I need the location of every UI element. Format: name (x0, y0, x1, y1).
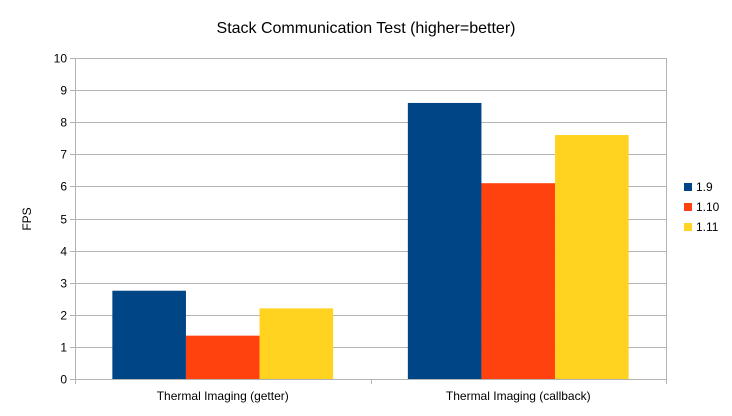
legend-label-1-10: 1.10 (696, 200, 720, 214)
y-tick-label: 2 (60, 309, 67, 323)
x-category-label: Thermal Imaging (getter) (157, 389, 289, 403)
legend-swatch-1-10 (684, 203, 692, 211)
y-tick-label: 4 (60, 245, 67, 259)
y-tick-label: 6 (60, 180, 67, 194)
chart-title: Stack Communication Test (higher=better) (217, 20, 516, 37)
legend: 1.9 1.10 1.11 (684, 180, 720, 234)
y-tick-label: 8 (60, 116, 67, 130)
y-tick-label: 10 (54, 52, 68, 66)
y-tick-label: 0 (60, 373, 67, 387)
bar-1-9-callback (407, 102, 482, 379)
y-tick-label: 3 (60, 277, 67, 291)
legend-swatch-1-9 (684, 183, 692, 191)
bar-1-10-callback (481, 183, 556, 379)
y-tick-label: 7 (60, 148, 67, 162)
y-tick-label: 5 (60, 213, 67, 227)
bar-1-11-callback (555, 135, 629, 379)
x-category-label: Thermal Imaging (callback) (446, 389, 591, 403)
tick-labels: 0 1 2 3 4 5 6 7 8 9 10 Thermal Imaging (getter) Ther… (54, 52, 591, 404)
axes (70, 58, 667, 384)
legend-swatch-1-11 (684, 223, 692, 231)
bars (112, 102, 629, 379)
y-tick-label: 1 (60, 341, 67, 355)
bar-1-11-getter (259, 308, 334, 379)
bar-1-9-getter (112, 290, 186, 379)
y-tick-label: 9 (60, 84, 67, 98)
bar-1-10-getter (185, 335, 260, 379)
y-axis-label: FPS (20, 207, 34, 230)
legend-label-1-11: 1.11 (696, 220, 719, 234)
legend-label-1-9: 1.9 (696, 180, 713, 194)
